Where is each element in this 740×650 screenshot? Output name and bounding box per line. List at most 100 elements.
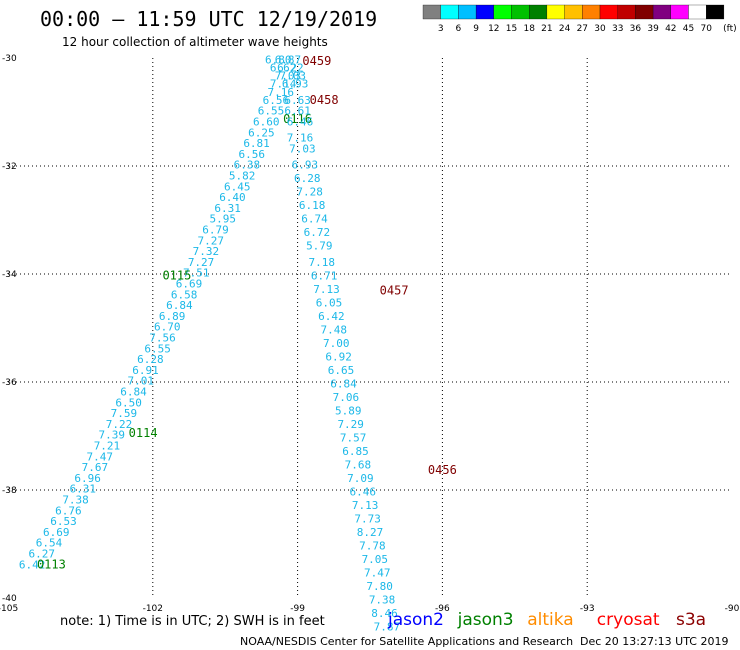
wave-height-value: 6.40	[219, 191, 246, 204]
legend-label: 24	[559, 24, 571, 34]
wave-height-value: 6.05	[316, 296, 343, 309]
wave-height-value: 6.62	[270, 62, 297, 75]
legend-swatch	[475, 4, 494, 20]
wave-height-value: 6.70	[154, 321, 181, 334]
wave-height-value: 7.51	[183, 267, 210, 280]
legend-swatch	[511, 4, 530, 20]
legend-label: 3	[438, 24, 444, 34]
wave-height-value: 7.27	[188, 256, 215, 269]
legend-swatch	[458, 4, 477, 20]
wave-height-value: 5.89	[335, 404, 362, 417]
wave-height-value: 6.28	[294, 172, 321, 185]
wave-height-value: 6.55	[258, 105, 285, 118]
wave-height-value: 6.60	[253, 116, 280, 129]
wave-height-value: 6.61	[284, 105, 311, 118]
legend-label: 9	[473, 24, 479, 34]
pass-time-label: 0459	[302, 54, 331, 68]
wave-height-value: 6.38	[234, 159, 261, 172]
wave-height-value: 7.59	[111, 407, 138, 420]
map-title: 00:00 – 11:59 UTC 12/19/2019	[40, 7, 377, 31]
wave-height-value: 6.22	[277, 62, 304, 75]
wave-height-value: 6.74	[301, 213, 328, 226]
wave-height-value: 6.56	[263, 94, 290, 107]
legend-label: 45	[683, 24, 694, 34]
wave-height-value: 6.80	[265, 53, 292, 66]
legend-swatch	[652, 4, 671, 20]
satellite-name: jason3	[457, 610, 514, 630]
wave-height-value: 6.45	[224, 180, 251, 193]
wave-height-value: 8.46	[371, 607, 398, 620]
wave-height-value: 6.96	[74, 472, 101, 485]
wave-height-value: 6.42	[19, 558, 46, 571]
legend-label: 27	[577, 24, 588, 34]
wave-height-value: 6.69	[176, 278, 203, 291]
legend-label: 18	[523, 24, 535, 34]
x-tick-label: -105	[0, 604, 18, 614]
wave-height-value: 7.00	[323, 337, 350, 350]
x-tick-label: -90	[725, 604, 740, 614]
legend-swatch	[529, 4, 548, 20]
pass-time-label: 0114	[129, 426, 158, 440]
satellite-legend: jason2 jason3 altika cryosat s3a	[387, 610, 706, 630]
wave-height-value: 7.68	[345, 458, 372, 471]
wave-height-value: 6.54	[36, 537, 63, 550]
wave-height-value: 6.84	[120, 386, 147, 399]
satellite-name: altika	[527, 610, 574, 630]
legend-swatch	[670, 4, 689, 20]
wave-height-value: 7.47	[364, 566, 391, 579]
wave-height-value: 7.73	[354, 512, 381, 525]
y-tick-label: -34	[2, 270, 17, 280]
color-legend: 3 6 9 12 15 18 21 24 27 30 33 36 39 42 45 70 (ft)	[422, 4, 737, 34]
wave-height-value: 6.71	[311, 269, 338, 282]
wave-height-value: 7.03	[275, 70, 302, 83]
y-tick-label: -36	[2, 378, 17, 388]
wave-height-value: 6.31	[214, 202, 241, 215]
wave-height-value: 7.05	[362, 553, 389, 566]
wave-height-value: 7.14	[270, 78, 297, 91]
wave-height-value: 6.27	[29, 548, 56, 561]
wave-height-value: 6.84	[330, 377, 357, 390]
satellite-name: s3a	[676, 610, 706, 630]
wave-height-value: 7.13	[313, 283, 340, 296]
wave-height-value: 6.55	[144, 342, 171, 355]
y-tick-label: -32	[2, 162, 17, 172]
wave-height-value: 7.16	[287, 132, 314, 145]
wave-height-value: 6.46	[350, 485, 377, 498]
pass-time-label: 0458	[310, 93, 339, 107]
wave-height-value: 7.01	[127, 375, 154, 388]
wave-height-value: 5.95	[210, 213, 237, 226]
legend-label: 30	[594, 24, 606, 34]
wave-height-value: 6.46	[287, 116, 314, 129]
legend-label: 70	[700, 24, 712, 34]
legend-unit: (ft)	[723, 24, 737, 34]
wave-height-value: 6.53	[50, 515, 77, 528]
wave-height-value: 6.87	[275, 53, 302, 66]
pass-time-label: 0457	[380, 284, 409, 298]
wave-height-value: 6.92	[325, 350, 352, 363]
wave-height-value: 7.27	[197, 234, 224, 247]
legend-label: 39	[647, 24, 659, 34]
legend-swatch	[617, 4, 636, 20]
wave-height-value: 7.06	[333, 391, 360, 404]
legend-swatch	[599, 4, 618, 20]
pass-time-label: 0115	[162, 268, 191, 282]
wave-height-value: 6.18	[299, 199, 326, 212]
legend-swatch	[440, 4, 459, 20]
wave-height-value: 7.38	[369, 593, 396, 606]
legend-swatch	[422, 4, 441, 20]
legend-label: 15	[506, 24, 517, 34]
wave-height-value: 6.76	[55, 504, 82, 517]
wave-height-value: 6.91	[132, 364, 159, 377]
wave-height-value: 6.72	[304, 226, 331, 239]
wave-height-value: 7.67	[82, 461, 109, 474]
satellite-tracks: 6.426.276.54 6.69 6.536.76 7.38 6.31 6.967.67…	[19, 53, 457, 633]
grid-lines	[8, 58, 732, 598]
wave-height-value: 6.93	[282, 78, 309, 91]
wave-height-value: 6.85	[342, 445, 369, 458]
timestamp-text: Dec 20 13:27:13 UTC 2019	[580, 635, 728, 648]
satellite-name: cryosat	[597, 610, 660, 630]
legend-label: 12	[488, 24, 499, 34]
wave-height-value: 6.25	[248, 126, 275, 139]
wave-height-value: 7.16	[267, 86, 294, 99]
